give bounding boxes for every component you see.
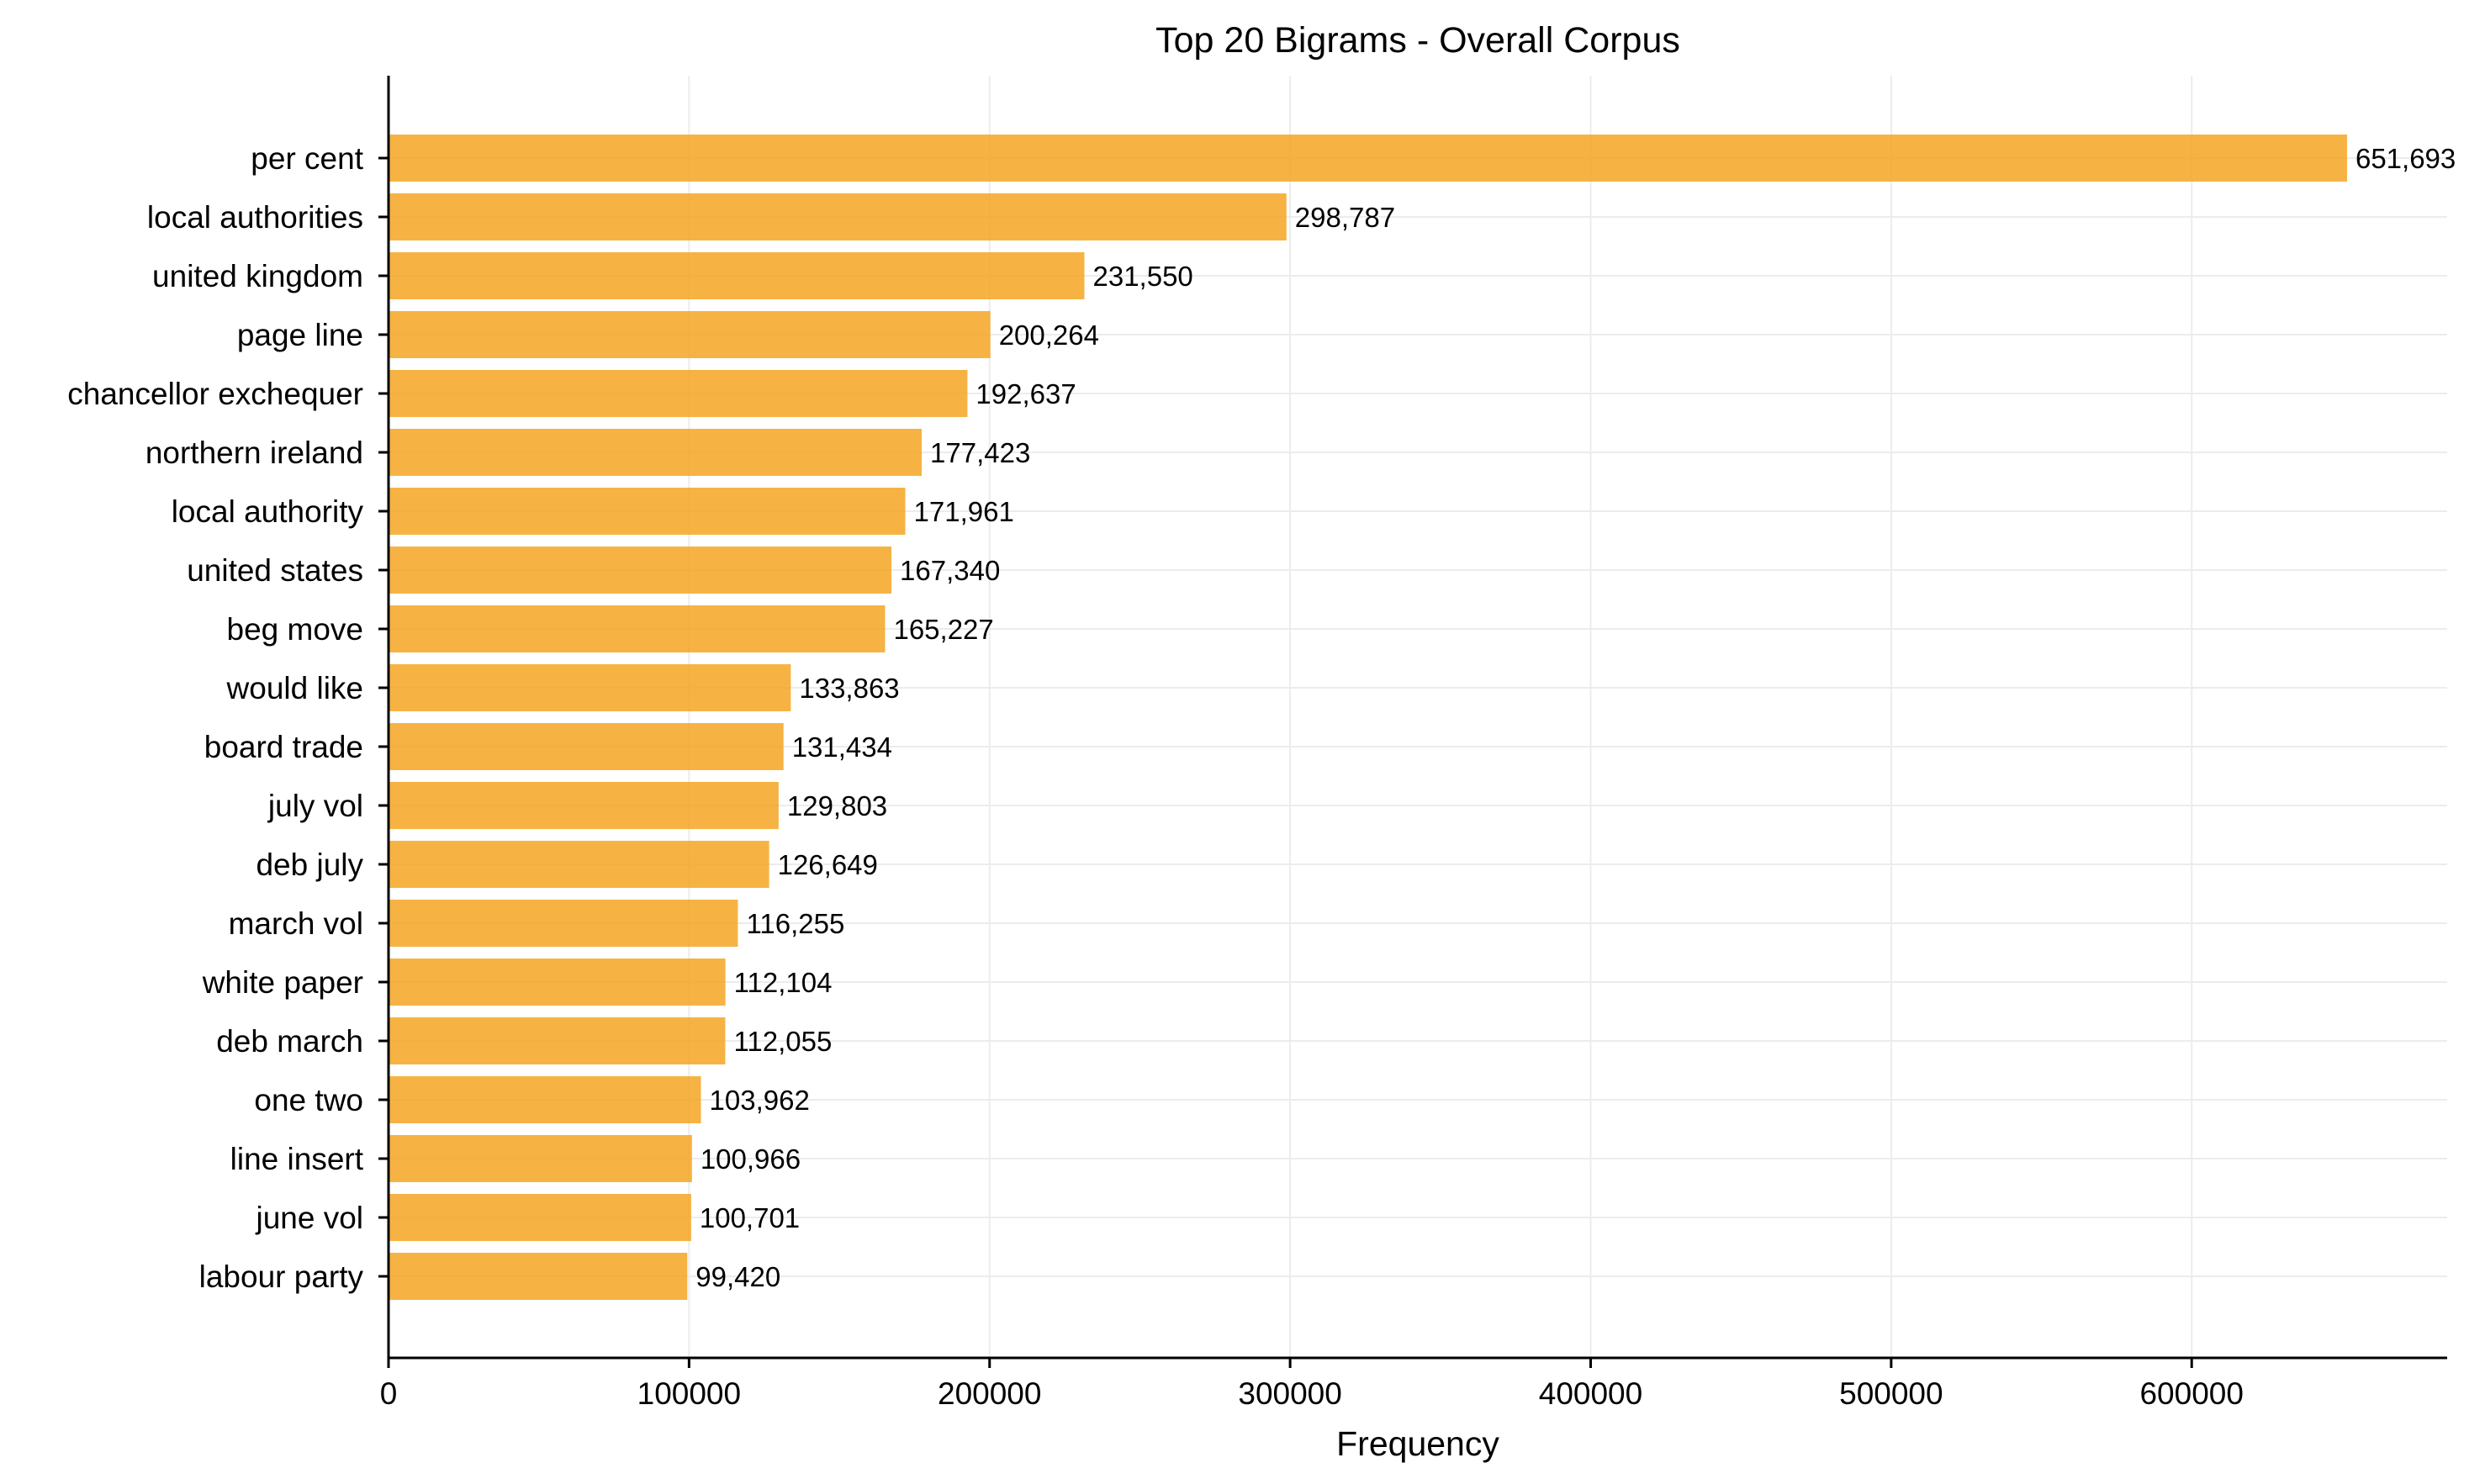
bar <box>389 488 906 535</box>
x-axis-label: Frequency <box>1336 1424 1499 1463</box>
bar <box>389 1194 691 1241</box>
bar <box>389 900 738 947</box>
category-label: white paper <box>202 965 363 1000</box>
value-label: 171,961 <box>914 496 1014 527</box>
category-label: one two <box>254 1083 363 1117</box>
category-label: board trade <box>204 730 363 764</box>
category-label: march vol <box>229 906 363 941</box>
category-label: beg move <box>227 612 364 647</box>
value-label: 177,423 <box>930 437 1030 468</box>
x-tick-label: 100000 <box>637 1376 741 1411</box>
value-label: 99,420 <box>695 1261 780 1292</box>
value-label: 231,550 <box>1092 261 1192 292</box>
value-label: 298,787 <box>1295 202 1395 233</box>
bar <box>389 841 769 888</box>
category-label: deb july <box>256 848 363 882</box>
x-tick-label: 500000 <box>1839 1376 1943 1411</box>
x-tick-label: 400000 <box>1539 1376 1642 1411</box>
value-label: 200,264 <box>999 320 1099 351</box>
category-label: june vol <box>255 1201 363 1235</box>
bar <box>389 959 726 1006</box>
value-label: 131,434 <box>792 731 892 763</box>
category-label: chancellor exchequer <box>67 377 363 411</box>
bar <box>389 605 886 652</box>
x-tick-label: 0 <box>380 1376 398 1411</box>
value-label: 167,340 <box>900 555 1000 586</box>
category-label: local authorities <box>147 200 363 235</box>
bar <box>389 252 1085 299</box>
category-label: july vol <box>267 789 363 823</box>
bar <box>389 547 892 594</box>
bar <box>389 782 779 829</box>
bar <box>389 1135 692 1182</box>
x-tick-label: 200000 <box>938 1376 1041 1411</box>
value-label: 165,227 <box>893 614 993 645</box>
bar <box>389 311 991 358</box>
category-label: united states <box>187 553 363 588</box>
bar <box>389 193 1287 240</box>
bar <box>389 429 923 476</box>
x-tick-label: 600000 <box>2139 1376 2243 1411</box>
value-label: 126,649 <box>778 849 878 880</box>
value-label: 651,693 <box>2355 143 2456 174</box>
chart-title: Top 20 Bigrams - Overall Corpus <box>1155 20 1680 61</box>
value-label: 192,637 <box>975 378 1076 409</box>
value-label: 100,966 <box>701 1143 801 1175</box>
category-label: page line <box>237 318 363 352</box>
bar <box>389 664 791 711</box>
bar <box>389 1253 688 1300</box>
value-label: 100,701 <box>700 1202 800 1233</box>
bar <box>389 370 968 417</box>
bars-layer <box>389 135 2347 1300</box>
bar <box>389 1076 701 1123</box>
category-label: local authority <box>172 494 364 529</box>
category-label: per cent <box>251 141 363 176</box>
labels-layer: 0 100000 200000 300000 400000 500000 600000 per… <box>67 141 2456 1411</box>
value-label: 112,104 <box>734 967 833 998</box>
category-label: northern ireland <box>145 436 363 470</box>
value-label: 129,803 <box>787 790 887 821</box>
bar <box>389 135 2347 182</box>
value-label: 103,962 <box>710 1085 810 1116</box>
axes-layer <box>378 76 2447 1368</box>
category-label: united kingdom <box>152 259 363 293</box>
bar <box>389 1017 726 1064</box>
category-label: deb march <box>216 1024 363 1059</box>
bar <box>389 723 784 770</box>
category-label: would like <box>226 671 363 705</box>
category-label: labour party <box>199 1260 364 1294</box>
value-label: 112,055 <box>733 1026 832 1057</box>
x-tick-label: 300000 <box>1238 1376 1341 1411</box>
category-label: line insert <box>230 1142 364 1176</box>
value-label: 116,255 <box>746 908 844 939</box>
value-label: 133,863 <box>799 673 899 704</box>
